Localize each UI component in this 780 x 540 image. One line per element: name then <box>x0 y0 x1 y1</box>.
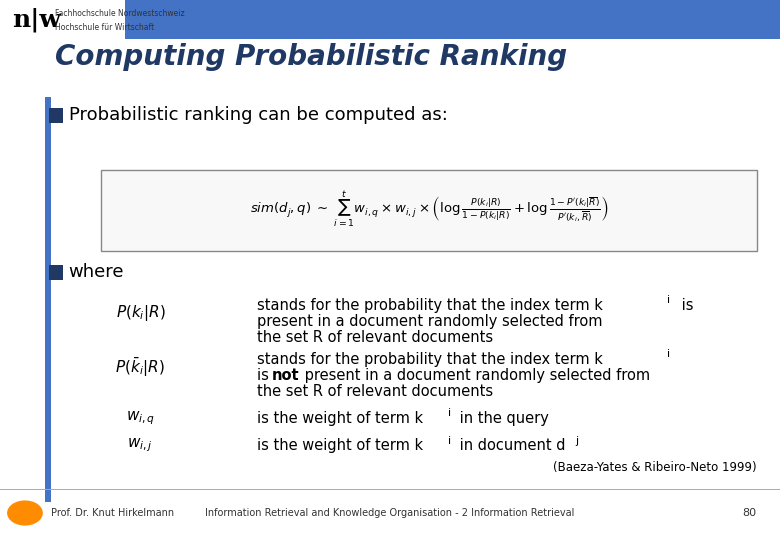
Text: present in a document randomly selected from: present in a document randomly selected … <box>300 368 651 383</box>
FancyBboxPatch shape <box>45 97 51 502</box>
Text: is: is <box>257 368 274 383</box>
Text: where: where <box>69 262 124 281</box>
Text: $\mathit{sim}(d_j, q) \; \sim \; \sum_{i=1}^{t} w_{i,q} \times w_{i,j} \times\le: $\mathit{sim}(d_j, q) \; \sim \; \sum_{i… <box>250 189 608 229</box>
Text: $P(k_i|R)$: $P(k_i|R)$ <box>115 303 165 323</box>
Text: stands for the probability that the index term k: stands for the probability that the inde… <box>257 352 603 367</box>
Circle shape <box>8 501 42 525</box>
Text: Prof. Dr. Knut Hirkelmann: Prof. Dr. Knut Hirkelmann <box>51 508 174 518</box>
Text: Probabilistic ranking can be computed as:: Probabilistic ranking can be computed as… <box>69 106 448 124</box>
Text: i: i <box>667 295 670 305</box>
FancyBboxPatch shape <box>0 0 125 39</box>
Text: (Baeza-Yates & Ribeiro-Neto 1999): (Baeza-Yates & Ribeiro-Neto 1999) <box>553 461 757 474</box>
Text: present in a document randomly selected from: present in a document randomly selected … <box>257 314 603 329</box>
Text: 80: 80 <box>743 508 757 518</box>
Text: Computing Probabilistic Ranking: Computing Probabilistic Ranking <box>55 43 567 71</box>
Text: is: is <box>677 298 693 313</box>
Text: stands for the probability that the index term k: stands for the probability that the inde… <box>257 298 603 313</box>
Text: is the weight of term k: is the weight of term k <box>257 438 424 453</box>
Text: Information Retrieval and Knowledge Organisation - 2 Information Retrieval: Information Retrieval and Knowledge Orga… <box>205 508 575 518</box>
Text: i: i <box>448 435 451 445</box>
Text: j: j <box>576 435 579 445</box>
Text: Hochschule für Wirtschaft: Hochschule für Wirtschaft <box>55 23 154 32</box>
Text: not: not <box>271 368 299 383</box>
Text: $P(\bar{k}_i|R)$: $P(\bar{k}_i|R)$ <box>115 356 165 379</box>
Text: i: i <box>448 408 451 418</box>
FancyBboxPatch shape <box>101 170 757 251</box>
Text: $w_{i,q}$: $w_{i,q}$ <box>126 410 155 427</box>
Text: in the query: in the query <box>455 411 548 426</box>
Text: in document d: in document d <box>455 438 566 453</box>
Text: n|w: n|w <box>12 7 61 32</box>
FancyBboxPatch shape <box>49 265 63 280</box>
Text: Fachhochschule Nordwestschweiz: Fachhochschule Nordwestschweiz <box>55 9 184 18</box>
Text: the set R of relevant documents: the set R of relevant documents <box>257 330 494 345</box>
FancyBboxPatch shape <box>0 0 780 39</box>
Text: is the weight of term k: is the weight of term k <box>257 411 424 426</box>
Text: i: i <box>667 349 670 359</box>
Text: the set R of relevant documents: the set R of relevant documents <box>257 384 494 399</box>
FancyBboxPatch shape <box>49 108 63 123</box>
Text: $w_{i,j}$: $w_{i,j}$ <box>127 437 154 454</box>
